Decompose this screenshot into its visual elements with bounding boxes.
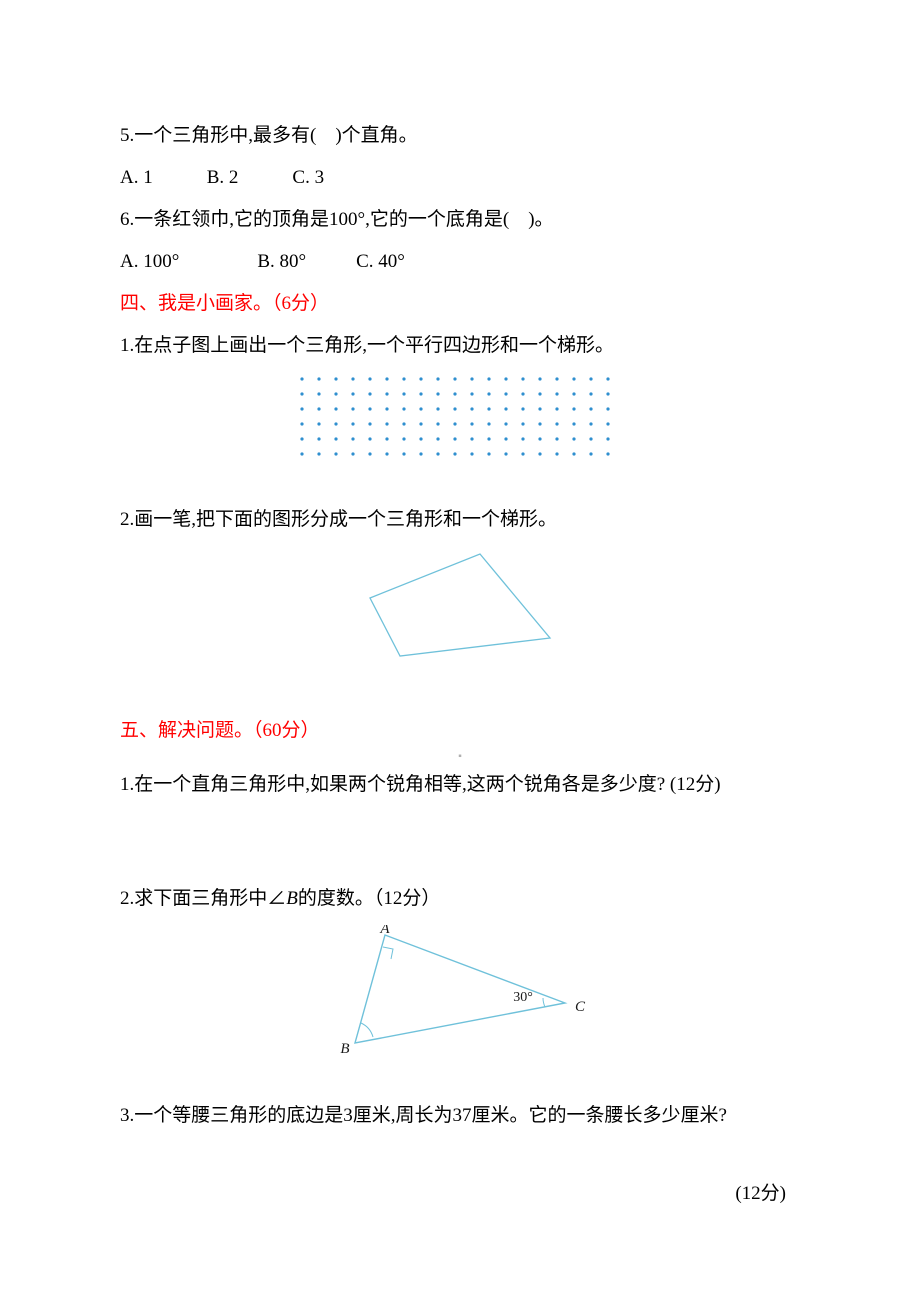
tri-svg: A B C 30° xyxy=(325,925,595,1055)
q5-text: 5.一个三角形中,最多有( )个直角。 xyxy=(120,118,800,154)
q6-text-a: 6.一条红领巾,它的顶角是100°,它的一个底角是( xyxy=(120,209,509,230)
svg-text:C: C xyxy=(575,999,586,1015)
sec5-q2-var: B xyxy=(286,888,298,909)
dot-grid-figure xyxy=(120,371,800,484)
sec4-q2: 2.画一笔,把下面的图形分成一个三角形和一个梯形。 xyxy=(120,502,800,538)
sec5-q1: 1.在一个直角三角形中,如果两个锐角相等,这两个锐角各是多少度? (12分) xyxy=(120,767,800,803)
quadrilateral-figure xyxy=(120,546,800,689)
sec5-q3-points: (12分) xyxy=(120,1176,800,1212)
watermark-dot: ▪ xyxy=(120,747,800,759)
sec5-q2: 2.求下面三角形中∠B的度数。（12分） xyxy=(120,881,800,917)
sec5-q2-b: 的度数。（12分） xyxy=(298,888,441,909)
q5-optC: C. 3 xyxy=(292,160,324,196)
q5-optB: B. 2 xyxy=(207,160,239,196)
q6-text-b: )。 xyxy=(528,209,553,230)
q5-text-a: 5.一个三角形中,最多有( xyxy=(120,125,316,146)
svg-text:30°: 30° xyxy=(513,990,533,1005)
q6-text: 6.一条红领巾,它的顶角是100°,它的一个底角是( )。 xyxy=(120,202,800,238)
svg-text:B: B xyxy=(340,1041,349,1055)
q6-optA: A. 100° xyxy=(120,244,179,280)
q6-optC: C. 40° xyxy=(356,244,405,280)
section5-title: 五、解决问题。（60分） xyxy=(120,713,800,749)
sec5-q3: 3.一个等腰三角形的底边是3厘米,周长为37厘米。它的一条腰长多少厘米? xyxy=(120,1098,800,1134)
q5-text-b: )个直角。 xyxy=(335,125,417,146)
q5-blank xyxy=(316,125,335,146)
q5-options: A. 1 B. 2 C. 3 xyxy=(120,160,800,196)
q6-blank xyxy=(509,209,528,230)
sec4-q1: 1.在点子图上画出一个三角形,一个平行四边形和一个梯形。 xyxy=(120,328,800,364)
section4-title: 四、我是小画家。（6分） xyxy=(120,286,800,322)
dot-grid-svg xyxy=(290,371,630,471)
sec5-q2-a: 2.求下面三角形中∠ xyxy=(120,888,286,909)
q6-optB: B. 80° xyxy=(257,244,306,280)
quad-svg xyxy=(360,546,560,676)
svg-text:A: A xyxy=(379,925,390,937)
q6-options: A. 100° B. 80° C. 40° xyxy=(120,244,800,280)
q5-optA: A. 1 xyxy=(120,160,153,196)
triangle-figure: A B C 30° xyxy=(120,925,800,1068)
